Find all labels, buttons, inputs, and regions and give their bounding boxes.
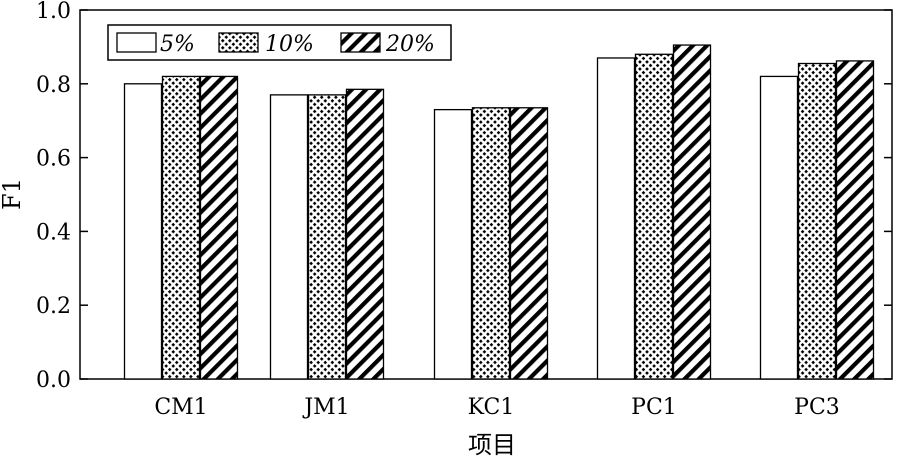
y-tick-label: 0.6 — [36, 147, 71, 172]
y-tick-label: 0.8 — [36, 73, 71, 98]
x-tick-label: KC1 — [468, 395, 515, 420]
bar-cm1-2 — [161, 75, 201, 380]
x-axis-label: 项目 — [468, 431, 516, 459]
x-tick-label: PC3 — [794, 395, 840, 420]
bar-pc3-3 — [835, 60, 875, 380]
y-tick-label: 0.2 — [36, 294, 71, 319]
legend: 5% 10% 20% — [107, 24, 452, 61]
bar-pc3-1 — [759, 75, 799, 380]
bar-jm1-3 — [345, 88, 385, 380]
y-tick-label: 0.0 — [36, 368, 71, 393]
y-axis-label: F1 — [0, 178, 26, 210]
bar-jm1-1 — [269, 94, 309, 380]
y-tick-label: 0.4 — [36, 220, 71, 245]
legend-label-2: 10% — [265, 32, 314, 57]
x-tick-label: CM1 — [154, 395, 207, 420]
bars — [123, 44, 875, 380]
bar-pc3-2 — [797, 62, 837, 380]
y-axis: 0.0 0.2 0.4 0.6 0.8 1.0 — [36, 0, 892, 393]
bar-pc1-3 — [672, 44, 712, 380]
legend-box — [107, 24, 452, 61]
bar-jm1-2 — [307, 94, 347, 380]
x-axis: CM1 JM1 KC1 PC1 PC3 — [154, 395, 840, 420]
x-tick-label: PC1 — [631, 395, 677, 420]
legend-swatch-2 — [218, 32, 259, 53]
bar-cm1-3 — [199, 75, 239, 380]
bar-kc1-1 — [433, 108, 473, 380]
bar-cm1-1 — [123, 83, 163, 380]
legend-label-1: 5% — [160, 32, 195, 57]
bar-kc1-2 — [471, 107, 511, 380]
bar-kc1-3 — [509, 107, 549, 380]
legend-swatch-1 — [116, 32, 157, 53]
legend-label-3: 20% — [385, 32, 435, 57]
bar-pc1-1 — [596, 57, 636, 380]
legend-swatch-3 — [340, 32, 381, 53]
bar-pc1-2 — [634, 53, 674, 380]
y-tick-label: 1.0 — [36, 0, 71, 24]
x-tick-label: JM1 — [302, 395, 349, 420]
